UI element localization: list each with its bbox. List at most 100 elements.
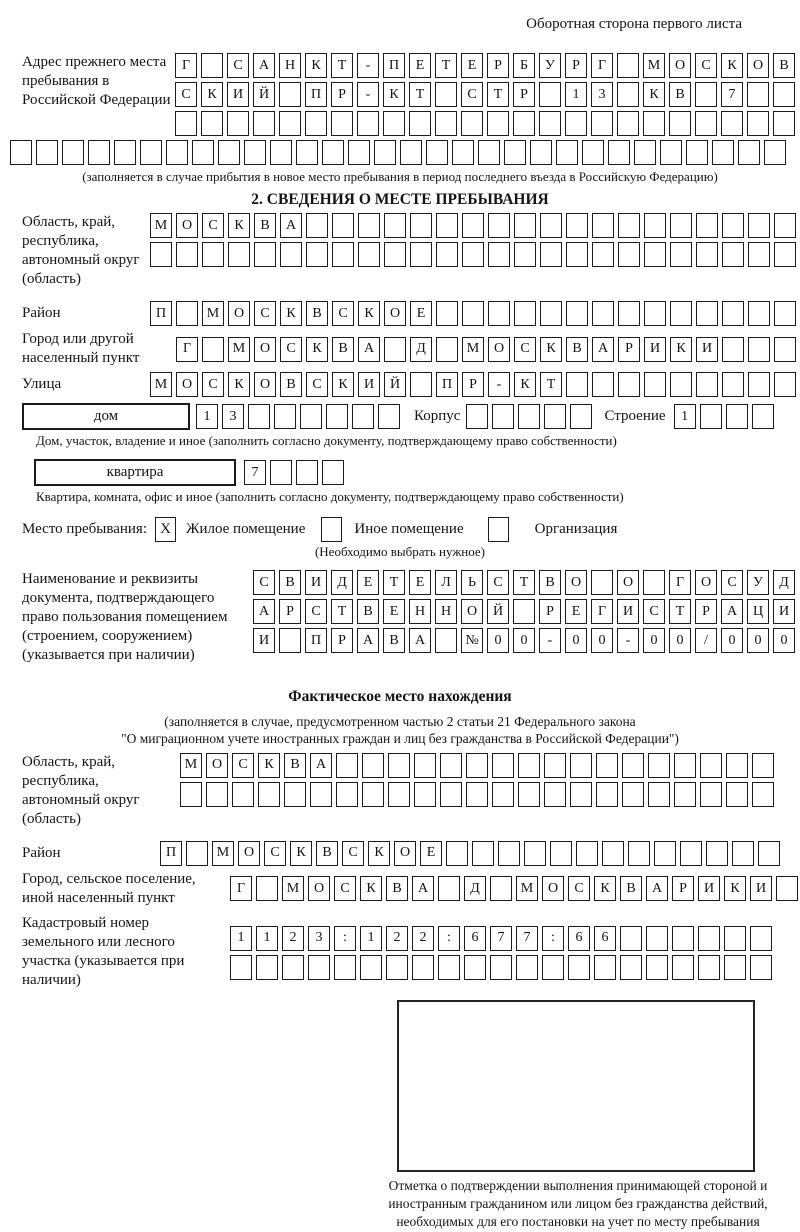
- char-box: [254, 242, 276, 267]
- residential-checkbox: X: [155, 517, 176, 543]
- char-box: 6: [568, 925, 590, 951]
- char-box: П: [305, 82, 327, 107]
- char-box: О: [228, 301, 250, 327]
- char-box: О: [394, 840, 416, 866]
- char-box: [360, 954, 382, 980]
- char-box: [331, 111, 353, 136]
- char-box: [296, 460, 318, 486]
- char-box: [726, 781, 748, 807]
- char-box: [279, 111, 301, 136]
- char-box: [576, 840, 598, 866]
- char-box: [774, 301, 796, 327]
- char-box: [300, 404, 322, 430]
- char-box: [186, 840, 208, 866]
- char-box: С: [461, 82, 483, 107]
- char-box: [478, 140, 500, 165]
- char-box: С: [280, 336, 302, 362]
- char-box: С: [254, 301, 276, 327]
- char-box: [412, 954, 434, 980]
- char-box: [670, 372, 692, 398]
- char-box: [440, 781, 462, 807]
- char-box: [748, 213, 770, 238]
- char-box: [654, 840, 676, 866]
- char-box: Ц: [747, 599, 769, 625]
- char-box: [461, 111, 483, 136]
- char-box: [348, 140, 370, 165]
- char-box: [175, 111, 197, 136]
- char-box: [773, 82, 795, 107]
- char-box: [700, 752, 722, 778]
- prev-address-block: Адрес прежнего места пребывания в Россий…: [0, 53, 800, 136]
- char-box: В: [386, 876, 408, 902]
- char-box: [644, 372, 666, 398]
- char-box: П: [436, 372, 458, 398]
- char-box: [436, 301, 458, 327]
- char-box: [435, 82, 457, 107]
- char-box: О: [695, 570, 717, 596]
- char-box: 0: [487, 628, 509, 654]
- char-box: [440, 752, 462, 778]
- prev-address-label: Адрес прежнего места пребывания в Россий…: [22, 54, 171, 109]
- char-box: Т: [331, 53, 353, 78]
- char-box: [518, 752, 540, 778]
- char-box: [248, 404, 270, 430]
- char-box: [748, 372, 770, 398]
- char-box: Б: [513, 53, 535, 78]
- char-box: У: [747, 570, 769, 596]
- char-box: [674, 752, 696, 778]
- char-box: С: [305, 599, 327, 625]
- char-box: Е: [410, 301, 432, 327]
- actual-district-label: Район: [22, 844, 61, 861]
- char-row: И П Р А В А № 0 0-0 0-0 0/0 0 0: [253, 628, 795, 654]
- char-box: [748, 336, 770, 362]
- char-box: 0: [747, 628, 769, 654]
- char-box: 6: [464, 925, 486, 951]
- char-box: [384, 336, 406, 362]
- char-box: С: [487, 570, 509, 596]
- char-box: Е: [383, 599, 405, 625]
- section2-title: 2. СВЕДЕНИЯ О МЕСТЕ ПРЕБЫВАНИЯ: [251, 191, 549, 208]
- char-box: [725, 404, 748, 430]
- char-box: [680, 840, 702, 866]
- char-box: [660, 140, 682, 165]
- char-box: 1: [196, 404, 218, 430]
- char-box: [166, 140, 188, 165]
- char-box: С: [721, 570, 743, 596]
- page-header-note: Оборотная сторона первого листа: [526, 16, 742, 32]
- char-box: [202, 336, 224, 362]
- char-box: [570, 781, 592, 807]
- char-box: А: [592, 336, 614, 362]
- char-box: [490, 954, 512, 980]
- char-box: Т: [409, 82, 431, 107]
- char-box: К: [670, 336, 692, 362]
- char-box: :: [334, 925, 356, 951]
- char-box: [696, 301, 718, 327]
- char-box: С: [695, 53, 717, 78]
- char-box: 1: [673, 404, 696, 430]
- char-box: 6: [594, 925, 616, 951]
- char-box: [722, 336, 744, 362]
- char-box: [596, 752, 618, 778]
- char-box: [539, 82, 561, 107]
- char-box: [747, 82, 769, 107]
- char-box: В: [383, 628, 405, 654]
- char-box: К: [332, 372, 354, 398]
- char-box: [374, 140, 396, 165]
- char-box: К: [360, 876, 382, 902]
- apartment-field: квартира 7: [34, 459, 800, 487]
- char-box: [539, 111, 561, 136]
- char-row: [175, 111, 795, 136]
- char-box: [618, 242, 640, 267]
- char-box: [492, 404, 515, 430]
- char-box: [322, 460, 344, 486]
- char-box: С: [232, 752, 254, 778]
- char-box: [279, 82, 301, 107]
- char-box: С: [568, 876, 590, 902]
- char-box: К: [540, 336, 562, 362]
